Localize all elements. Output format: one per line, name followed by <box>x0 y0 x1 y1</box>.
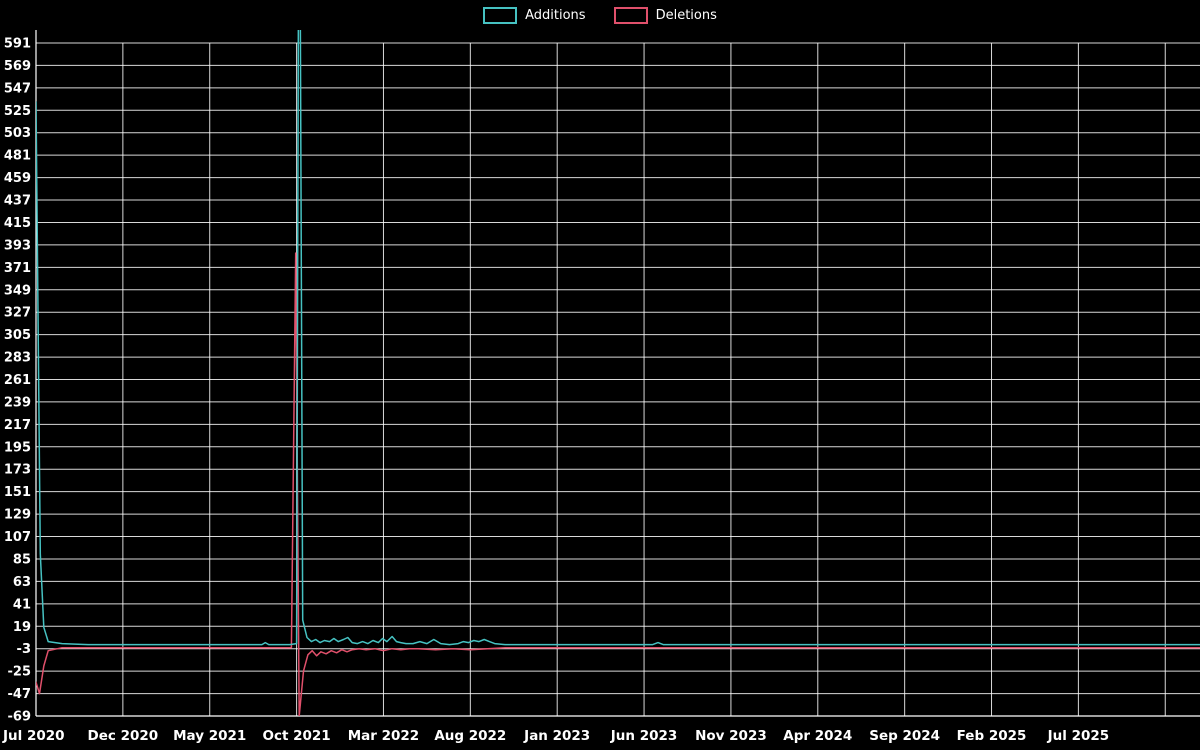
y-axis-tick-label: 415 <box>4 216 31 231</box>
y-axis-tick-label: 19 <box>13 620 31 635</box>
deletions-swatch <box>613 7 648 24</box>
y-axis-tick-label: 239 <box>4 395 31 410</box>
y-axis-tick-label: 371 <box>4 261 31 276</box>
y-axis-tick-label: -25 <box>8 665 32 680</box>
y-axis-tick-label: 85 <box>13 552 31 567</box>
x-axis-tick-label: Jun 2023 <box>610 728 678 744</box>
y-axis-tick-label: -69 <box>8 710 32 725</box>
y-axis-tick-label: 349 <box>4 283 31 298</box>
y-axis-tick-label: 107 <box>4 530 31 545</box>
deletions-line-series <box>36 252 1200 716</box>
y-axis-tick-label: 261 <box>4 373 31 388</box>
x-axis-tick-label: Oct 2021 <box>262 728 330 744</box>
y-axis-tick-label: 63 <box>13 575 31 590</box>
y-axis-tick-label: 151 <box>4 485 31 500</box>
chart-legend: Additions Deletions <box>0 7 1200 24</box>
y-axis-tick-label: 569 <box>4 59 31 74</box>
y-axis-tick-label: 393 <box>4 238 31 253</box>
y-axis-tick-label: 41 <box>13 597 31 612</box>
y-axis-tick-label: 195 <box>4 440 31 455</box>
x-axis-tick-label: Mar 2022 <box>348 728 419 744</box>
y-axis-tick-label: 327 <box>4 306 31 321</box>
y-axis-tick-label: -47 <box>8 687 32 702</box>
legend-item-additions[interactable]: Additions <box>483 7 586 24</box>
x-axis-tick-label: May 2021 <box>173 728 246 744</box>
additions-swatch <box>483 7 518 24</box>
y-axis-tick-label: 173 <box>4 463 31 478</box>
x-axis-tick-label: Jul 2025 <box>1047 728 1110 744</box>
x-axis-tick-label: Nov 2023 <box>695 728 767 744</box>
y-axis-tick-label: 525 <box>4 104 31 119</box>
x-axis-tick-label: Dec 2020 <box>88 728 159 744</box>
y-axis-tick-label: -3 <box>17 642 31 657</box>
x-axis-tick-label: Jan 2023 <box>523 728 590 744</box>
y-axis-tick-label: 481 <box>4 149 31 164</box>
x-axis-tick-label: Sep 2024 <box>869 728 940 744</box>
legend-label-deletions: Deletions <box>655 8 717 23</box>
y-axis-tick-label: 437 <box>4 194 31 209</box>
y-axis-tick-label: 217 <box>4 418 31 433</box>
x-axis-tick-label: Feb 2025 <box>957 728 1027 744</box>
y-axis-tick-label: 459 <box>4 171 31 186</box>
y-axis-tick-label: 283 <box>4 351 31 366</box>
x-axis-tick-label: Aug 2022 <box>434 728 506 744</box>
y-axis-tick-label: 129 <box>4 508 31 523</box>
additions-line-series <box>36 30 1200 646</box>
x-axis-tick-label: Apr 2024 <box>783 728 852 744</box>
x-axis-tick-label: Jul 2020 <box>2 728 65 744</box>
y-axis-tick-label: 305 <box>4 328 31 343</box>
legend-item-deletions[interactable]: Deletions <box>613 7 717 24</box>
y-axis-tick-label: 591 <box>4 37 31 52</box>
y-axis-tick-label: 547 <box>4 81 31 96</box>
legend-label-additions: Additions <box>525 8 586 23</box>
y-axis-tick-label: 503 <box>4 126 31 141</box>
